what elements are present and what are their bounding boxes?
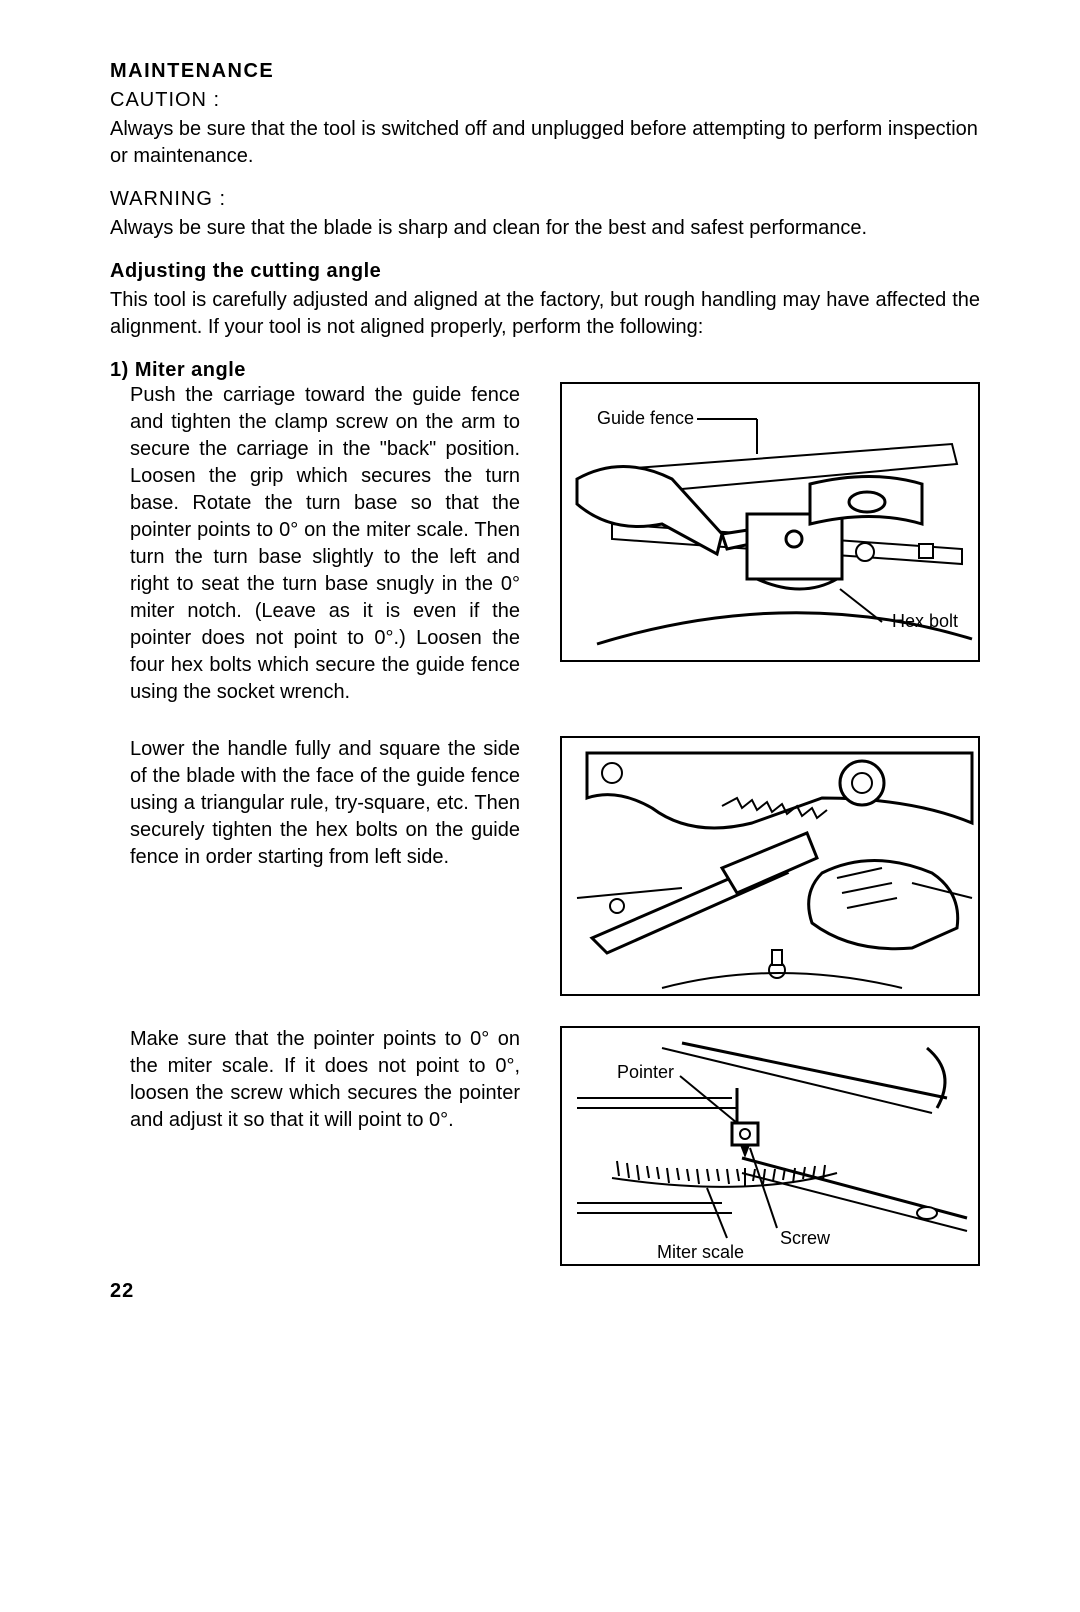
fig3-pointer-label: Pointer xyxy=(617,1062,674,1082)
figure-2-svg xyxy=(562,738,982,998)
fig3-screw-label: Screw xyxy=(780,1228,831,1248)
row-3: Make sure that the pointer points to 0° … xyxy=(110,1026,980,1266)
caution-body: Always be sure that the tool is switched… xyxy=(110,116,980,170)
document-page: MAINTENANCE CAUTION : Always be sure tha… xyxy=(0,0,1080,1612)
figure-1: Guide fence xyxy=(560,382,980,662)
row-2: Lower the handle fully and square the si… xyxy=(110,736,980,996)
adjusting-heading: Adjusting the cutting angle xyxy=(110,260,980,283)
page-number: 22 xyxy=(110,1280,134,1303)
figure-1-svg: Guide fence xyxy=(562,384,982,664)
figure-2-container xyxy=(560,736,980,996)
row-1: Push the carriage toward the guide fence… xyxy=(110,382,980,706)
maintenance-heading: MAINTENANCE xyxy=(110,60,980,83)
miter-p2: Lower the handle fully and square the si… xyxy=(110,736,520,871)
adjusting-body: This tool is carefully adjusted and alig… xyxy=(110,287,980,341)
figure-3: Pointer xyxy=(560,1026,980,1266)
warning-body: Always be sure that the blade is sharp a… xyxy=(110,215,980,242)
figure-3-svg: Pointer xyxy=(562,1028,982,1268)
caution-heading: CAUTION : xyxy=(110,89,980,112)
miter-p1: Push the carriage toward the guide fence… xyxy=(110,382,520,706)
warning-heading: WARNING : xyxy=(110,188,980,211)
figure-2 xyxy=(560,736,980,996)
figure-3-container: Pointer xyxy=(560,1026,980,1266)
miter-p3: Make sure that the pointer points to 0° … xyxy=(110,1026,520,1134)
fig1-guide-fence-label: Guide fence xyxy=(597,408,694,428)
miter-heading: 1) Miter angle xyxy=(110,359,980,382)
figure-1-container: Guide fence xyxy=(560,382,980,662)
fig3-miter-scale-label: Miter scale xyxy=(657,1242,744,1262)
